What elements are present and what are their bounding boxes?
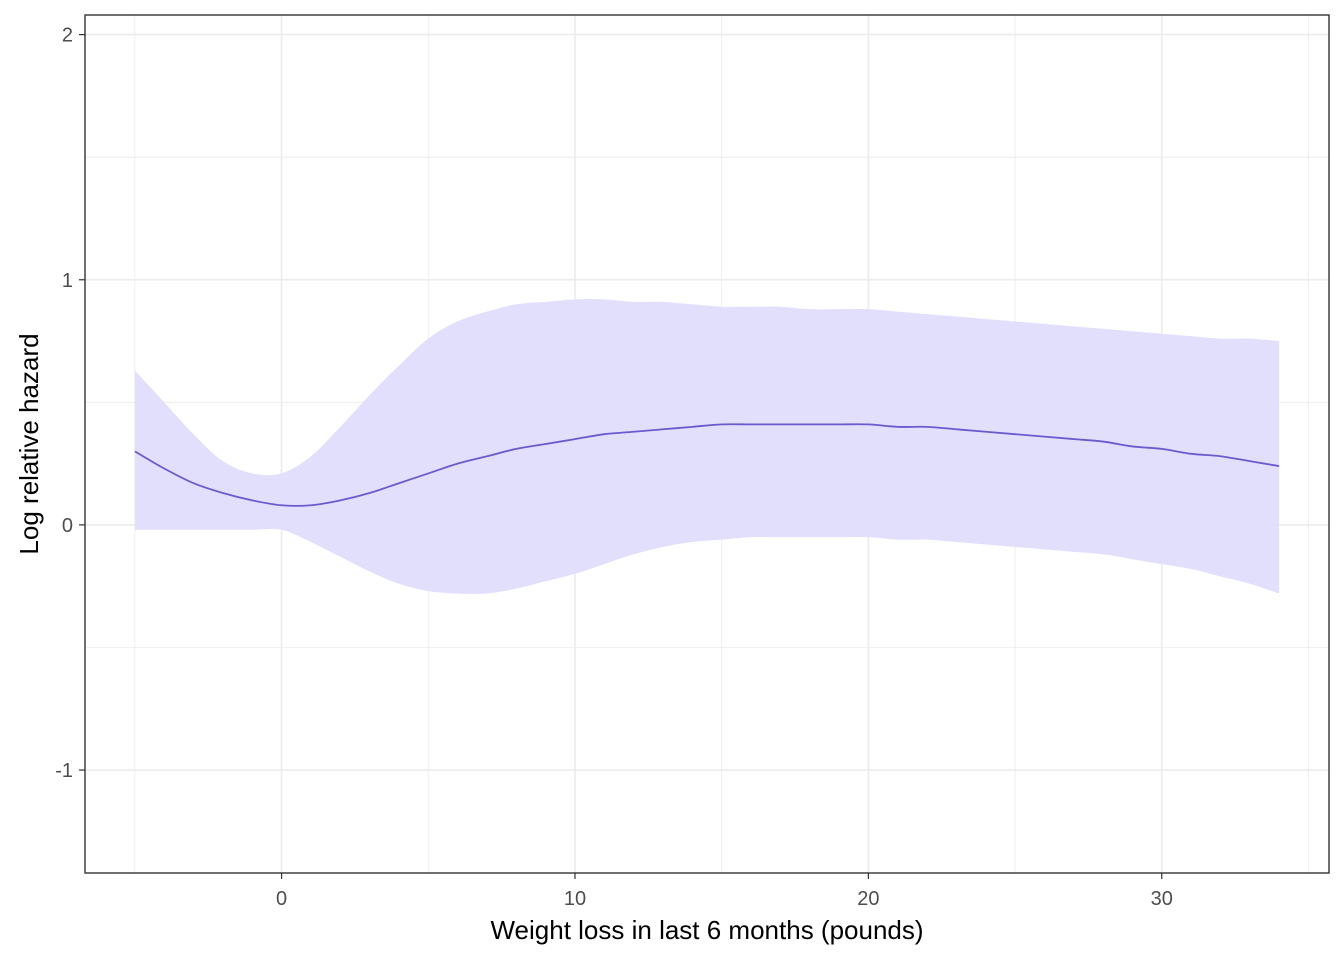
confidence-band-layer bbox=[134, 299, 1280, 595]
y-axis-title: Log relative hazard bbox=[14, 333, 44, 554]
confidence-band bbox=[134, 299, 1280, 595]
y-tick-label: 2 bbox=[62, 25, 73, 47]
panel-border bbox=[84, 14, 1330, 874]
x-tick-label: 0 bbox=[276, 888, 287, 910]
line-layer bbox=[134, 423, 1280, 507]
y-tick-label: 1 bbox=[62, 270, 73, 292]
y-tick-label: -1 bbox=[55, 760, 73, 782]
x-tick-label: 20 bbox=[857, 888, 879, 910]
estimate-line bbox=[134, 423, 1280, 507]
x-tick-label: 10 bbox=[564, 888, 586, 910]
y-tick-label: 0 bbox=[62, 515, 73, 537]
tick-layer: 0 10 20 30 -1 0 1 2 bbox=[55, 25, 1173, 910]
x-axis-title: Weight loss in last 6 months (pounds) bbox=[490, 915, 923, 945]
x-tick-label: 30 bbox=[1151, 888, 1173, 910]
